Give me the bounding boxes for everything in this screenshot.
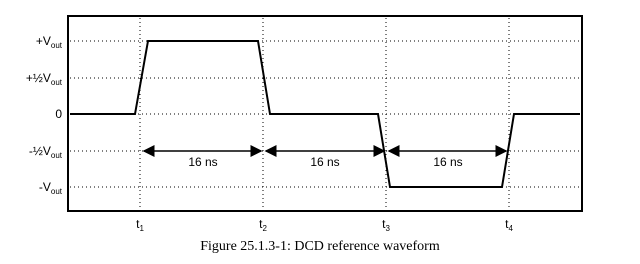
y-label-sub: out — [51, 41, 63, 50]
caption: Figure 25.1.3-1: DCD reference waveform — [200, 239, 440, 254]
y-label: +½Vout — [26, 71, 63, 87]
y-label: -½Vout — [29, 144, 63, 160]
y-label: +Vout — [36, 34, 63, 50]
y-label-main: -½V — [29, 144, 51, 158]
y-label-main: -V — [39, 180, 51, 194]
waveform — [70, 40, 580, 188]
interval-label: 16 ns — [188, 155, 217, 169]
x-label-main: t — [382, 217, 386, 231]
x-label-main: t — [505, 217, 509, 231]
x-label: t4 — [505, 217, 513, 233]
y-label: 0 — [55, 107, 62, 121]
x-label: t1 — [136, 217, 144, 233]
x-label-sub: 2 — [262, 224, 267, 233]
x-label-main: t — [259, 217, 263, 231]
plot-frame — [67, 15, 583, 212]
y-label-main: +½V — [26, 71, 51, 85]
interval-label: 16 ns — [310, 155, 339, 169]
y-label: -Vout — [39, 180, 63, 196]
x-label: t2 — [259, 217, 267, 233]
x-label-sub: 1 — [139, 224, 144, 233]
y-label-sub: out — [51, 187, 63, 196]
y-label-sub: out — [51, 78, 63, 87]
y-label-main: +V — [36, 34, 51, 48]
x-label-sub: 3 — [385, 224, 390, 233]
x-label-main: t — [136, 217, 140, 231]
x-label-sub: 4 — [508, 224, 513, 233]
y-label-main: 0 — [55, 107, 62, 121]
interval-label: 16 ns — [433, 155, 462, 169]
x-label: t3 — [382, 217, 390, 233]
y-label-sub: out — [51, 151, 63, 160]
